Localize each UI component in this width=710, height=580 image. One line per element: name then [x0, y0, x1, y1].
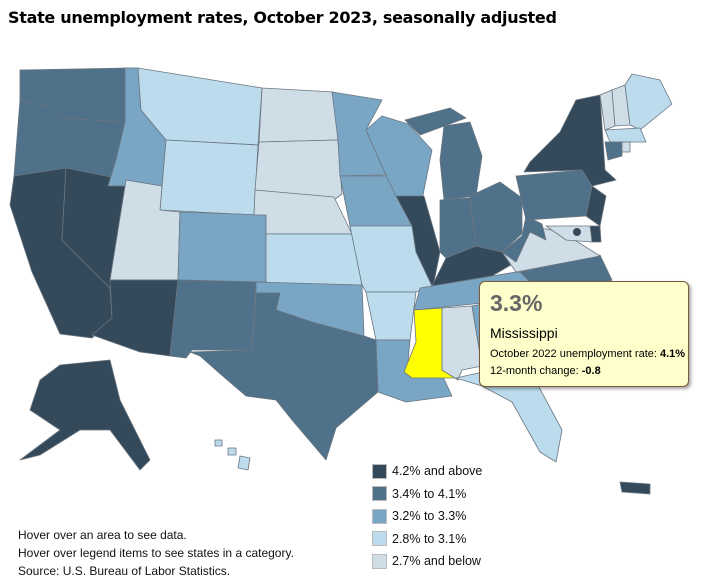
state-nv[interactable]: [61, 167, 127, 289]
map-title: State unemployment rates, October 2023, …: [8, 8, 557, 27]
state-sd[interactable]: [254, 139, 343, 201]
legend-swatch: [372, 463, 387, 479]
state-tx[interactable]: [189, 292, 379, 461]
tooltip-state-name: Mississippi: [490, 325, 558, 341]
state-co[interactable]: [177, 211, 267, 283]
legend-item-2-7-below[interactable]: 2.7% and below: [372, 550, 482, 573]
state-wv[interactable]: [501, 215, 547, 263]
legend-swatch: [372, 531, 387, 547]
state-hi[interactable]: [214, 439, 251, 471]
legend-item-3-2-to-3-3[interactable]: 3.2% to 3.3%: [372, 505, 482, 528]
state-nm[interactable]: [169, 279, 257, 359]
state-nd[interactable]: [258, 87, 339, 143]
state-ar[interactable]: [365, 291, 417, 341]
state-ct[interactable]: [604, 141, 623, 161]
state-me[interactable]: [624, 73, 673, 131]
state-wy[interactable]: [159, 139, 259, 216]
state-pr[interactable]: [619, 481, 651, 495]
state-tooltip: 3.3% Mississippi October 2022 unemployme…: [479, 281, 689, 387]
source-note: Source: U.S. Bureau of Labor Statistics.: [18, 564, 231, 578]
hover-legend-note: Hover over legend items to see states in…: [18, 546, 294, 560]
state-pa[interactable]: [515, 169, 593, 221]
legend-item-4-2-above[interactable]: 4.2% and above: [372, 460, 482, 483]
state-mi[interactable]: [439, 121, 483, 201]
hover-area-note: Hover over an area to see data.: [18, 528, 187, 542]
state-ak[interactable]: [19, 359, 151, 471]
legend: 4.2% and above 3.4% to 4.1% 3.2% to 3.3%…: [372, 460, 482, 573]
state-ny[interactable]: [523, 94, 617, 187]
tooltip-change: 12-month change: -0.8: [490, 365, 601, 377]
state-ks[interactable]: [265, 233, 363, 286]
notes: Hover over an area to see data. Hover ov…: [18, 526, 294, 580]
legend-swatch: [372, 486, 387, 502]
state-ma[interactable]: [604, 127, 647, 143]
legend-swatch: [372, 553, 387, 569]
tooltip-previous-rate: October 2022 unemployment rate: 4.1%: [490, 348, 686, 360]
tooltip-rate: 3.3%: [490, 290, 543, 316]
legend-item-3-4-to-4-1[interactable]: 3.4% to 4.1%: [372, 483, 482, 506]
legend-swatch: [372, 508, 387, 524]
state-md[interactable]: [545, 225, 593, 243]
state-dc[interactable]: [573, 228, 581, 236]
state-mi-up[interactable]: [404, 107, 467, 136]
state-ri[interactable]: [621, 141, 631, 153]
legend-item-2-8-to-3-1[interactable]: 2.8% to 3.1%: [372, 528, 482, 551]
